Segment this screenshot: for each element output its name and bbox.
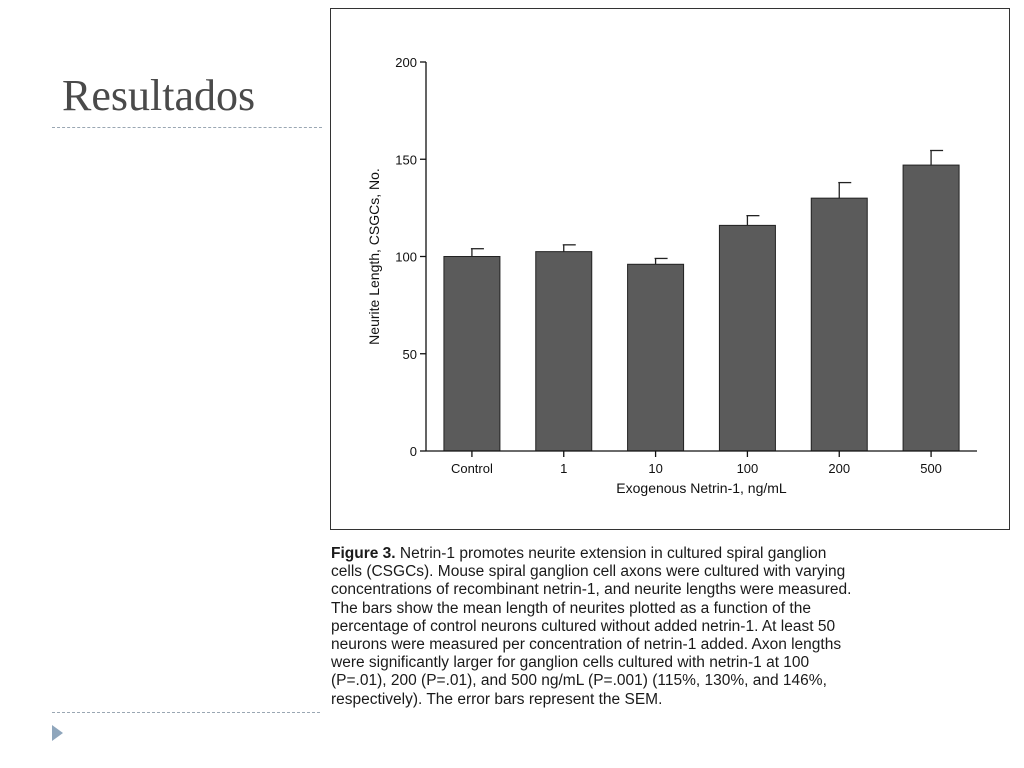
y-ticks-layer: 0 50 100 150 200 bbox=[395, 55, 426, 459]
x-axis-title: Exogenous Netrin-1, ng/mL bbox=[616, 480, 787, 496]
bar bbox=[627, 263, 685, 452]
y-tick-label: 150 bbox=[395, 152, 417, 167]
caption-line: Figure 3. Netrin-1 promotes neurite exte… bbox=[331, 545, 1013, 563]
slide-title: Resultados bbox=[62, 71, 256, 120]
bottom-divider bbox=[52, 712, 320, 713]
caption-line: neurons were measured per concentration … bbox=[331, 636, 842, 654]
caption-line: concentrations of recombinant netrin-1, … bbox=[331, 581, 852, 599]
bar bbox=[443, 256, 501, 452]
bullet-arrow-icon bbox=[52, 725, 63, 741]
y-tick-label: 0 bbox=[410, 444, 417, 459]
x-ticks-layer: Control 1 10 100 200 500 bbox=[451, 451, 942, 476]
caption-line: respectively). The error bars represent … bbox=[331, 690, 663, 708]
bar bbox=[535, 251, 593, 452]
x-tick-label: 500 bbox=[920, 461, 942, 476]
caption-line: were significantly larger for ganglion c… bbox=[331, 654, 810, 672]
bar-chart: 0 50 100 150 200 Control 1 10 100 200 500 Exogeno… bbox=[366, 55, 977, 496]
error-bars-layer bbox=[470, 149, 944, 265]
bar bbox=[902, 164, 960, 452]
y-tick-label: 200 bbox=[395, 55, 417, 70]
y-axis-title: Neurite Length, CSGCs, No. bbox=[366, 168, 382, 345]
y-tick-label: 100 bbox=[395, 250, 417, 265]
x-tick-label: 100 bbox=[737, 461, 759, 476]
caption-line: (P=.01), 200 (P=.01), and 500 ng/mL (P=.… bbox=[331, 672, 827, 690]
x-tick-label: 1 bbox=[560, 461, 567, 476]
figure-caption: Figure 3. Netrin-1 promotes neurite exte… bbox=[331, 545, 1013, 709]
caption-line: The bars show the mean length of neurite… bbox=[331, 599, 811, 617]
caption-line: percentage of control neurons cultured w… bbox=[331, 617, 836, 635]
caption-label: Figure 3. bbox=[331, 545, 396, 562]
x-tick-label: Control bbox=[451, 461, 493, 476]
caption-line: cells (CSGCs). Mouse spiral ganglion cel… bbox=[331, 563, 846, 581]
y-tick-label: 50 bbox=[403, 347, 417, 362]
x-tick-label: 10 bbox=[648, 461, 662, 476]
bars-layer bbox=[443, 164, 960, 452]
bar bbox=[718, 224, 776, 452]
x-tick-label: 200 bbox=[828, 461, 850, 476]
caption-text: Netrin-1 promotes neurite extension in c… bbox=[395, 545, 827, 562]
bar bbox=[810, 197, 868, 452]
title-divider bbox=[52, 127, 322, 128]
figure-frame: 0 50 100 150 200 Control 1 10 100 200 500 Exogeno… bbox=[330, 8, 1010, 530]
